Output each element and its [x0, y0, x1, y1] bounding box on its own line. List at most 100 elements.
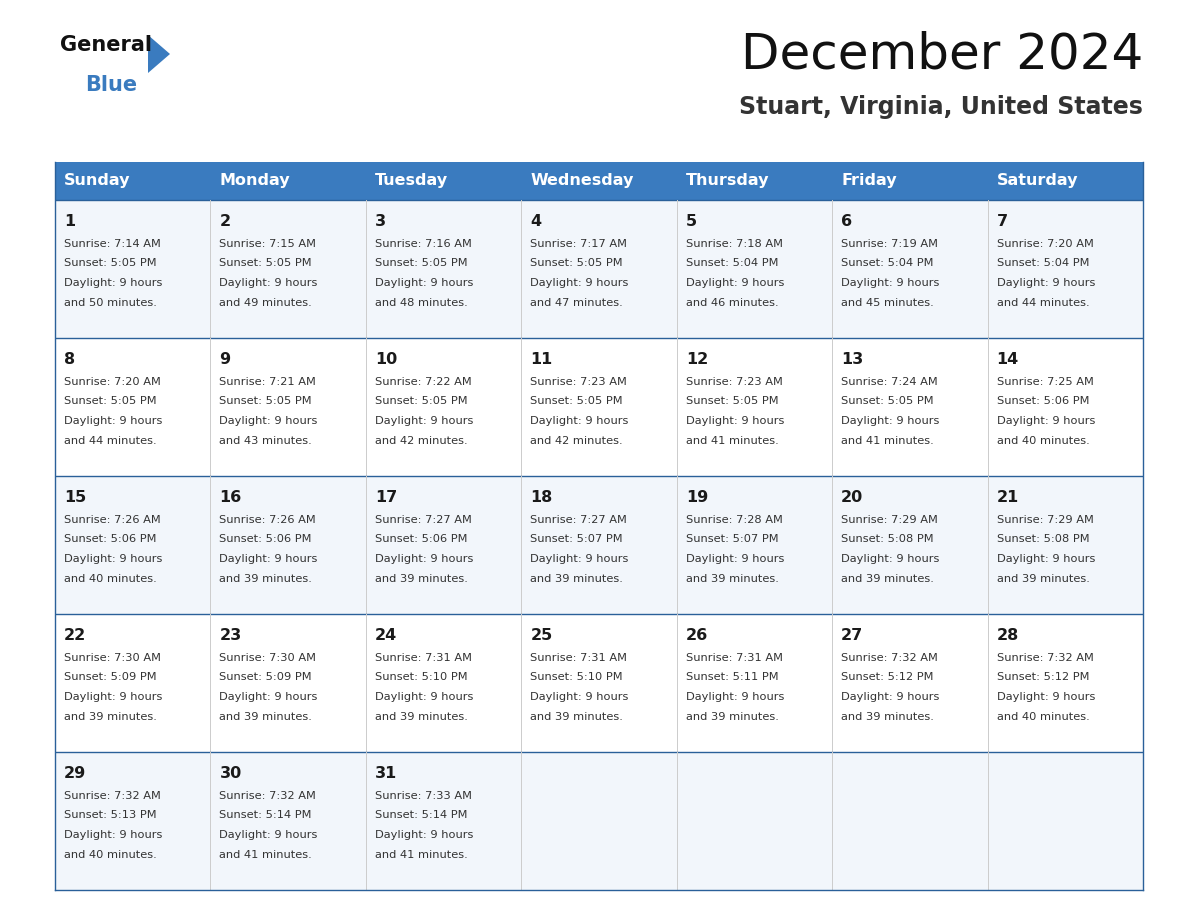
Text: Sunset: 5:05 PM: Sunset: 5:05 PM — [530, 259, 623, 268]
Text: Sunrise: 7:22 AM: Sunrise: 7:22 AM — [375, 377, 472, 387]
Text: Sunrise: 7:31 AM: Sunrise: 7:31 AM — [530, 653, 627, 663]
Text: Sunset: 5:06 PM: Sunset: 5:06 PM — [220, 534, 312, 544]
Polygon shape — [148, 35, 170, 73]
Text: 16: 16 — [220, 490, 241, 505]
Text: Daylight: 9 hours: Daylight: 9 hours — [530, 554, 628, 564]
Text: Daylight: 9 hours: Daylight: 9 hours — [841, 692, 940, 702]
Text: Daylight: 9 hours: Daylight: 9 hours — [841, 278, 940, 288]
Bar — [55, 162, 210, 200]
Text: 1: 1 — [64, 214, 75, 229]
Text: 26: 26 — [685, 628, 708, 643]
Text: and 39 minutes.: and 39 minutes. — [685, 574, 778, 584]
Text: and 39 minutes.: and 39 minutes. — [997, 574, 1089, 584]
Text: Blue: Blue — [86, 75, 137, 95]
Text: Sunrise: 7:31 AM: Sunrise: 7:31 AM — [685, 653, 783, 663]
Text: and 42 minutes.: and 42 minutes. — [530, 435, 623, 445]
Text: Daylight: 9 hours: Daylight: 9 hours — [375, 830, 473, 840]
Text: and 39 minutes.: and 39 minutes. — [530, 711, 624, 722]
Text: and 41 minutes.: and 41 minutes. — [841, 435, 934, 445]
Text: Sunrise: 7:21 AM: Sunrise: 7:21 AM — [220, 377, 316, 387]
Text: and 39 minutes.: and 39 minutes. — [841, 711, 934, 722]
Text: Sunrise: 7:32 AM: Sunrise: 7:32 AM — [997, 653, 1093, 663]
Text: Sunrise: 7:19 AM: Sunrise: 7:19 AM — [841, 239, 939, 249]
Text: Sunrise: 7:30 AM: Sunrise: 7:30 AM — [220, 653, 316, 663]
Text: Daylight: 9 hours: Daylight: 9 hours — [64, 554, 163, 564]
Bar — [987, 162, 1143, 200]
Text: Sunset: 5:14 PM: Sunset: 5:14 PM — [375, 811, 467, 821]
Text: Daylight: 9 hours: Daylight: 9 hours — [997, 554, 1095, 564]
Text: Daylight: 9 hours: Daylight: 9 hours — [530, 278, 628, 288]
Text: and 39 minutes.: and 39 minutes. — [375, 574, 468, 584]
Text: Sunrise: 7:29 AM: Sunrise: 7:29 AM — [841, 515, 939, 525]
Text: and 39 minutes.: and 39 minutes. — [220, 711, 312, 722]
Text: Sunrise: 7:20 AM: Sunrise: 7:20 AM — [64, 377, 160, 387]
Text: Sunrise: 7:14 AM: Sunrise: 7:14 AM — [64, 239, 160, 249]
Bar — [55, 476, 1143, 614]
Text: and 39 minutes.: and 39 minutes. — [64, 711, 157, 722]
Text: 6: 6 — [841, 214, 852, 229]
Text: Sunrise: 7:27 AM: Sunrise: 7:27 AM — [530, 515, 627, 525]
Bar — [366, 162, 522, 200]
Text: and 47 minutes.: and 47 minutes. — [530, 297, 623, 308]
Text: and 40 minutes.: and 40 minutes. — [64, 849, 157, 859]
Text: Sunset: 5:13 PM: Sunset: 5:13 PM — [64, 811, 157, 821]
Text: Sunset: 5:07 PM: Sunset: 5:07 PM — [530, 534, 623, 544]
Text: Sunset: 5:06 PM: Sunset: 5:06 PM — [997, 397, 1089, 407]
Text: Sunset: 5:05 PM: Sunset: 5:05 PM — [220, 397, 312, 407]
Text: 7: 7 — [997, 214, 1007, 229]
Text: and 49 minutes.: and 49 minutes. — [220, 297, 312, 308]
Text: Sunrise: 7:32 AM: Sunrise: 7:32 AM — [64, 791, 160, 801]
Text: Sunrise: 7:17 AM: Sunrise: 7:17 AM — [530, 239, 627, 249]
Text: 29: 29 — [64, 766, 87, 781]
Text: 2: 2 — [220, 214, 230, 229]
Text: Thursday: Thursday — [685, 174, 769, 188]
Text: Sunset: 5:10 PM: Sunset: 5:10 PM — [530, 673, 623, 682]
Text: 25: 25 — [530, 628, 552, 643]
Text: Daylight: 9 hours: Daylight: 9 hours — [997, 278, 1095, 288]
Text: Sunrise: 7:20 AM: Sunrise: 7:20 AM — [997, 239, 1093, 249]
Text: Sunset: 5:05 PM: Sunset: 5:05 PM — [64, 259, 157, 268]
Text: and 42 minutes.: and 42 minutes. — [375, 435, 468, 445]
Text: 11: 11 — [530, 352, 552, 367]
Text: Sunrise: 7:18 AM: Sunrise: 7:18 AM — [685, 239, 783, 249]
Text: Sunset: 5:08 PM: Sunset: 5:08 PM — [997, 534, 1089, 544]
Text: and 40 minutes.: and 40 minutes. — [64, 574, 157, 584]
Text: Sunset: 5:12 PM: Sunset: 5:12 PM — [997, 673, 1089, 682]
Text: Sunset: 5:05 PM: Sunset: 5:05 PM — [530, 397, 623, 407]
Text: Sunset: 5:11 PM: Sunset: 5:11 PM — [685, 673, 778, 682]
Text: and 41 minutes.: and 41 minutes. — [375, 849, 468, 859]
Text: Sunset: 5:05 PM: Sunset: 5:05 PM — [375, 397, 468, 407]
Text: Sunset: 5:04 PM: Sunset: 5:04 PM — [841, 259, 934, 268]
Text: Sunset: 5:05 PM: Sunset: 5:05 PM — [220, 259, 312, 268]
Text: Sunset: 5:04 PM: Sunset: 5:04 PM — [997, 259, 1089, 268]
Text: Sunset: 5:05 PM: Sunset: 5:05 PM — [841, 397, 934, 407]
Text: and 39 minutes.: and 39 minutes. — [841, 574, 934, 584]
Text: Sunset: 5:04 PM: Sunset: 5:04 PM — [685, 259, 778, 268]
Text: Daylight: 9 hours: Daylight: 9 hours — [685, 692, 784, 702]
Text: Daylight: 9 hours: Daylight: 9 hours — [220, 416, 318, 426]
Text: Sunrise: 7:29 AM: Sunrise: 7:29 AM — [997, 515, 1093, 525]
Text: Daylight: 9 hours: Daylight: 9 hours — [220, 830, 318, 840]
Text: Sunset: 5:05 PM: Sunset: 5:05 PM — [375, 259, 468, 268]
Text: Daylight: 9 hours: Daylight: 9 hours — [220, 278, 318, 288]
Text: and 41 minutes.: and 41 minutes. — [220, 849, 312, 859]
Text: 19: 19 — [685, 490, 708, 505]
Text: and 44 minutes.: and 44 minutes. — [64, 435, 157, 445]
Text: Sunset: 5:06 PM: Sunset: 5:06 PM — [375, 534, 467, 544]
Text: 22: 22 — [64, 628, 87, 643]
Text: Sunday: Sunday — [64, 174, 131, 188]
Text: Monday: Monday — [220, 174, 290, 188]
Text: Sunset: 5:14 PM: Sunset: 5:14 PM — [220, 811, 312, 821]
Text: Daylight: 9 hours: Daylight: 9 hours — [220, 554, 318, 564]
Text: and 46 minutes.: and 46 minutes. — [685, 297, 778, 308]
Text: 5: 5 — [685, 214, 697, 229]
Text: Sunrise: 7:25 AM: Sunrise: 7:25 AM — [997, 377, 1093, 387]
Text: Daylight: 9 hours: Daylight: 9 hours — [64, 278, 163, 288]
Text: Sunset: 5:05 PM: Sunset: 5:05 PM — [685, 397, 778, 407]
Text: Wednesday: Wednesday — [530, 174, 633, 188]
Text: Sunrise: 7:16 AM: Sunrise: 7:16 AM — [375, 239, 472, 249]
Text: Sunset: 5:09 PM: Sunset: 5:09 PM — [220, 673, 312, 682]
Text: 4: 4 — [530, 214, 542, 229]
Text: General: General — [61, 35, 152, 55]
Text: Daylight: 9 hours: Daylight: 9 hours — [997, 416, 1095, 426]
